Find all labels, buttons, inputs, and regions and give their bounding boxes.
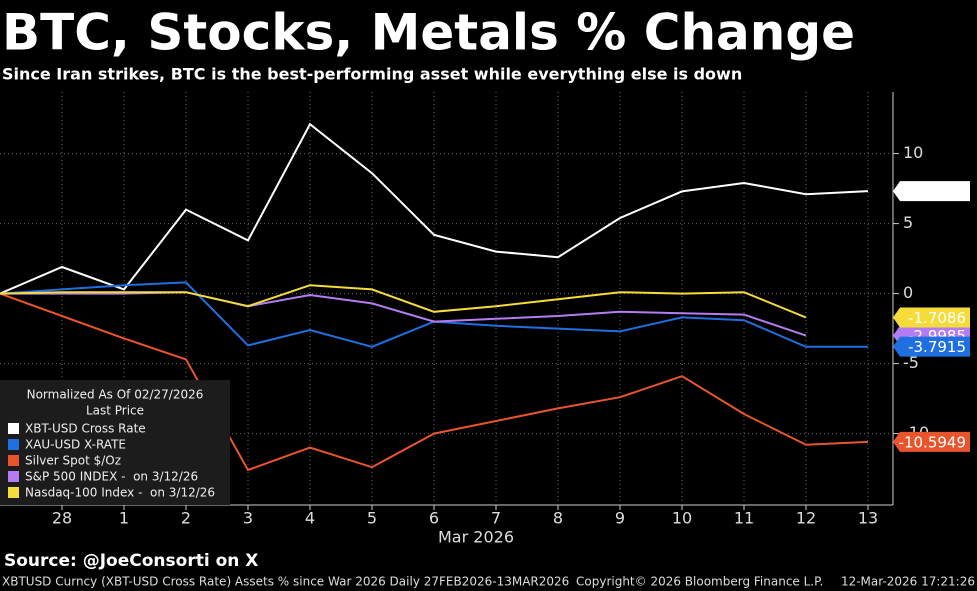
x-tick-label: 6	[429, 509, 439, 528]
series-line	[0, 284, 807, 319]
x-tick-label: 3	[243, 509, 253, 528]
chart-subtitle: Since Iran strikes, BTC is the best-perf…	[2, 65, 742, 84]
legend-header: Normalized As Of 02/27/2026	[27, 388, 204, 402]
x-tick-label: 12	[796, 509, 816, 528]
legend-swatch	[8, 423, 19, 434]
last-value-label: -1.7086	[908, 309, 966, 327]
last-value-label: 7.3222	[914, 183, 967, 201]
legend-subheader: Last Price	[86, 404, 144, 418]
x-tick-label: 4	[305, 509, 315, 528]
x-tick-label: 7	[491, 509, 501, 528]
legend-swatch	[8, 439, 19, 450]
last-value-label: -10.5949	[899, 433, 966, 451]
timestamp: 12-Mar-2026 17:21:26	[841, 575, 975, 589]
legend-swatch	[8, 455, 19, 466]
x-tick-label: 11	[734, 509, 754, 528]
source: Source: @JoeConsorti on X	[4, 551, 258, 571]
series-line	[0, 122, 869, 295]
copyright: Copyright© 2026 Bloomberg Finance L.P.	[576, 575, 823, 589]
x-tick-label: 2	[181, 509, 191, 528]
chart-title: BTC, Stocks, Metals % Change	[2, 4, 855, 62]
y-tick-label: 10	[903, 143, 923, 162]
y-tick-label: 0	[903, 283, 913, 302]
legend-swatch	[8, 487, 19, 498]
last-value-tag	[893, 307, 970, 328]
legend-label: Nasdaq-100 Index - on 3/12/26	[25, 486, 215, 500]
x-axis-label: Mar 2026	[438, 528, 514, 547]
y-tick-label: 5	[903, 213, 913, 232]
last-value-tag	[893, 336, 970, 357]
legend-label: Silver Spot $/Oz	[25, 454, 121, 468]
legend-label: S&P 500 INDEX - on 3/12/26	[25, 470, 198, 484]
legend-swatch	[8, 471, 19, 482]
series-line	[0, 291, 807, 337]
last-value-tag	[893, 431, 970, 452]
legend-box	[0, 380, 230, 505]
series-line	[0, 292, 869, 472]
x-tick-label: 10	[672, 509, 692, 528]
legend-label: XAU-USD X-RATE	[25, 438, 126, 452]
x-tick-label: 5	[367, 509, 377, 528]
last-value-label: -3.7915	[908, 338, 966, 356]
y-tick-label: -5	[903, 353, 919, 372]
legend-label: XBT-USD Cross Rate	[25, 422, 146, 436]
x-tick-label: 1	[119, 509, 129, 528]
x-tick-label: 8	[553, 509, 563, 528]
last-value-tag	[893, 181, 970, 202]
footer-description: XBTUSD Curncy (XBT-USD Cross Rate) Asset…	[2, 575, 569, 589]
legend: XBT-USD Cross Rate XAU-USD X-RATE Silver S…	[8, 422, 215, 500]
x-tick-label: 9	[615, 509, 625, 528]
x-tick-label: 28	[52, 509, 72, 528]
x-tick-label: 13	[858, 509, 878, 528]
